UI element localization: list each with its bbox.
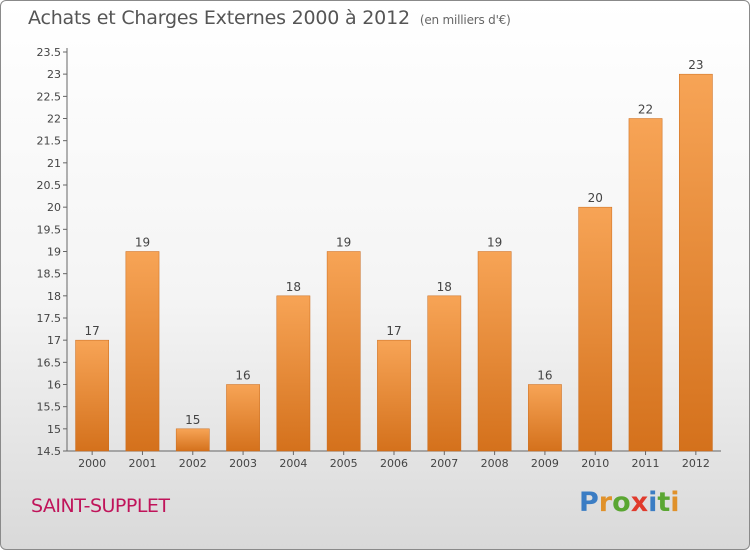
bar-value-label: 23 bbox=[688, 58, 703, 72]
x-tick-label: 2007 bbox=[430, 457, 458, 470]
bar bbox=[578, 206, 613, 452]
y-tick-label: 18 bbox=[47, 290, 61, 303]
x-tick-label: 2000 bbox=[78, 457, 106, 470]
chart-subtitle: (en milliers d'€) bbox=[419, 13, 511, 27]
chart-title: Achats et Charges Externes 2000 à 2012 bbox=[28, 7, 410, 29]
y-tick-label: 19 bbox=[47, 246, 61, 259]
bar-value-label: 17 bbox=[85, 324, 100, 338]
y-tick-label: 22 bbox=[47, 113, 61, 126]
bar-value-label: 16 bbox=[537, 369, 552, 383]
place-name: SAINT-SUPPLET bbox=[31, 495, 170, 517]
bar-value-label: 19 bbox=[336, 236, 351, 250]
bar-value-label: 17 bbox=[386, 324, 401, 338]
bar bbox=[678, 73, 713, 452]
x-tick-label: 2012 bbox=[682, 457, 710, 470]
logo-letter: P bbox=[579, 487, 599, 518]
logo-letter: r bbox=[598, 487, 613, 518]
bar-value-label: 15 bbox=[185, 413, 200, 427]
bar bbox=[175, 428, 210, 452]
bar bbox=[477, 251, 512, 452]
y-tick-label: 16 bbox=[47, 379, 61, 392]
x-tick-label: 2009 bbox=[531, 457, 559, 470]
logo-letter: x bbox=[630, 487, 649, 518]
bar-value-label: 19 bbox=[487, 236, 502, 250]
logo-letter: i bbox=[670, 487, 680, 518]
y-tick-label: 18.5 bbox=[37, 268, 62, 281]
chart-bars bbox=[75, 73, 713, 452]
y-tick-label: 15 bbox=[47, 423, 61, 436]
bar bbox=[326, 251, 361, 452]
bar-value-label: 19 bbox=[135, 236, 150, 250]
logo-letter: t bbox=[657, 487, 671, 518]
x-tick-label: 2011 bbox=[632, 457, 660, 470]
y-tick-label: 14.5 bbox=[37, 445, 62, 458]
bar-value-label: 18 bbox=[437, 280, 452, 294]
y-tick-label: 21 bbox=[47, 157, 61, 170]
y-tick-label: 16.5 bbox=[37, 356, 62, 369]
x-tick-label: 2001 bbox=[128, 457, 156, 470]
bar bbox=[75, 339, 110, 452]
x-tick-label: 2002 bbox=[179, 457, 207, 470]
bar-value-label: 22 bbox=[638, 103, 653, 117]
bar bbox=[276, 295, 311, 452]
logo-letter: o bbox=[612, 487, 631, 518]
y-tick-label: 20 bbox=[47, 201, 61, 214]
bar bbox=[427, 295, 462, 452]
y-tick-label: 20.5 bbox=[37, 179, 62, 192]
proxiti-logo[interactable]: Proxiti bbox=[579, 487, 680, 518]
bar-value-label: 16 bbox=[235, 369, 250, 383]
x-tick-label: 2006 bbox=[380, 457, 408, 470]
y-tick-label: 22.5 bbox=[37, 90, 62, 103]
y-tick-label: 17 bbox=[47, 334, 61, 347]
x-tick-label: 2010 bbox=[581, 457, 609, 470]
y-tick-label: 23 bbox=[47, 68, 61, 81]
y-tick-label: 15.5 bbox=[37, 401, 62, 414]
bar bbox=[377, 339, 411, 452]
chart-title-block: Achats et Charges Externes 2000 à 2012 (e… bbox=[28, 7, 511, 29]
x-tick-label: 2008 bbox=[481, 457, 509, 470]
y-tick-label: 19.5 bbox=[37, 223, 62, 236]
y-tick-label: 17.5 bbox=[37, 312, 62, 325]
bar bbox=[528, 384, 562, 452]
bar bbox=[125, 251, 160, 452]
x-tick-label: 2003 bbox=[229, 457, 257, 470]
bar bbox=[226, 384, 260, 452]
bar-value-label: 18 bbox=[286, 280, 301, 294]
x-tick-label: 2005 bbox=[330, 457, 358, 470]
y-tick-label: 23.5 bbox=[37, 46, 62, 59]
bar-value-label: 20 bbox=[588, 191, 603, 205]
logo-letter: i bbox=[648, 487, 658, 518]
x-tick-label: 2004 bbox=[279, 457, 307, 470]
chart-labels: 17 19 15 16 18 19 17 18 19 16 20 22 23 bbox=[85, 58, 704, 427]
y-tick-label: 21.5 bbox=[37, 135, 62, 148]
bar bbox=[628, 118, 663, 452]
